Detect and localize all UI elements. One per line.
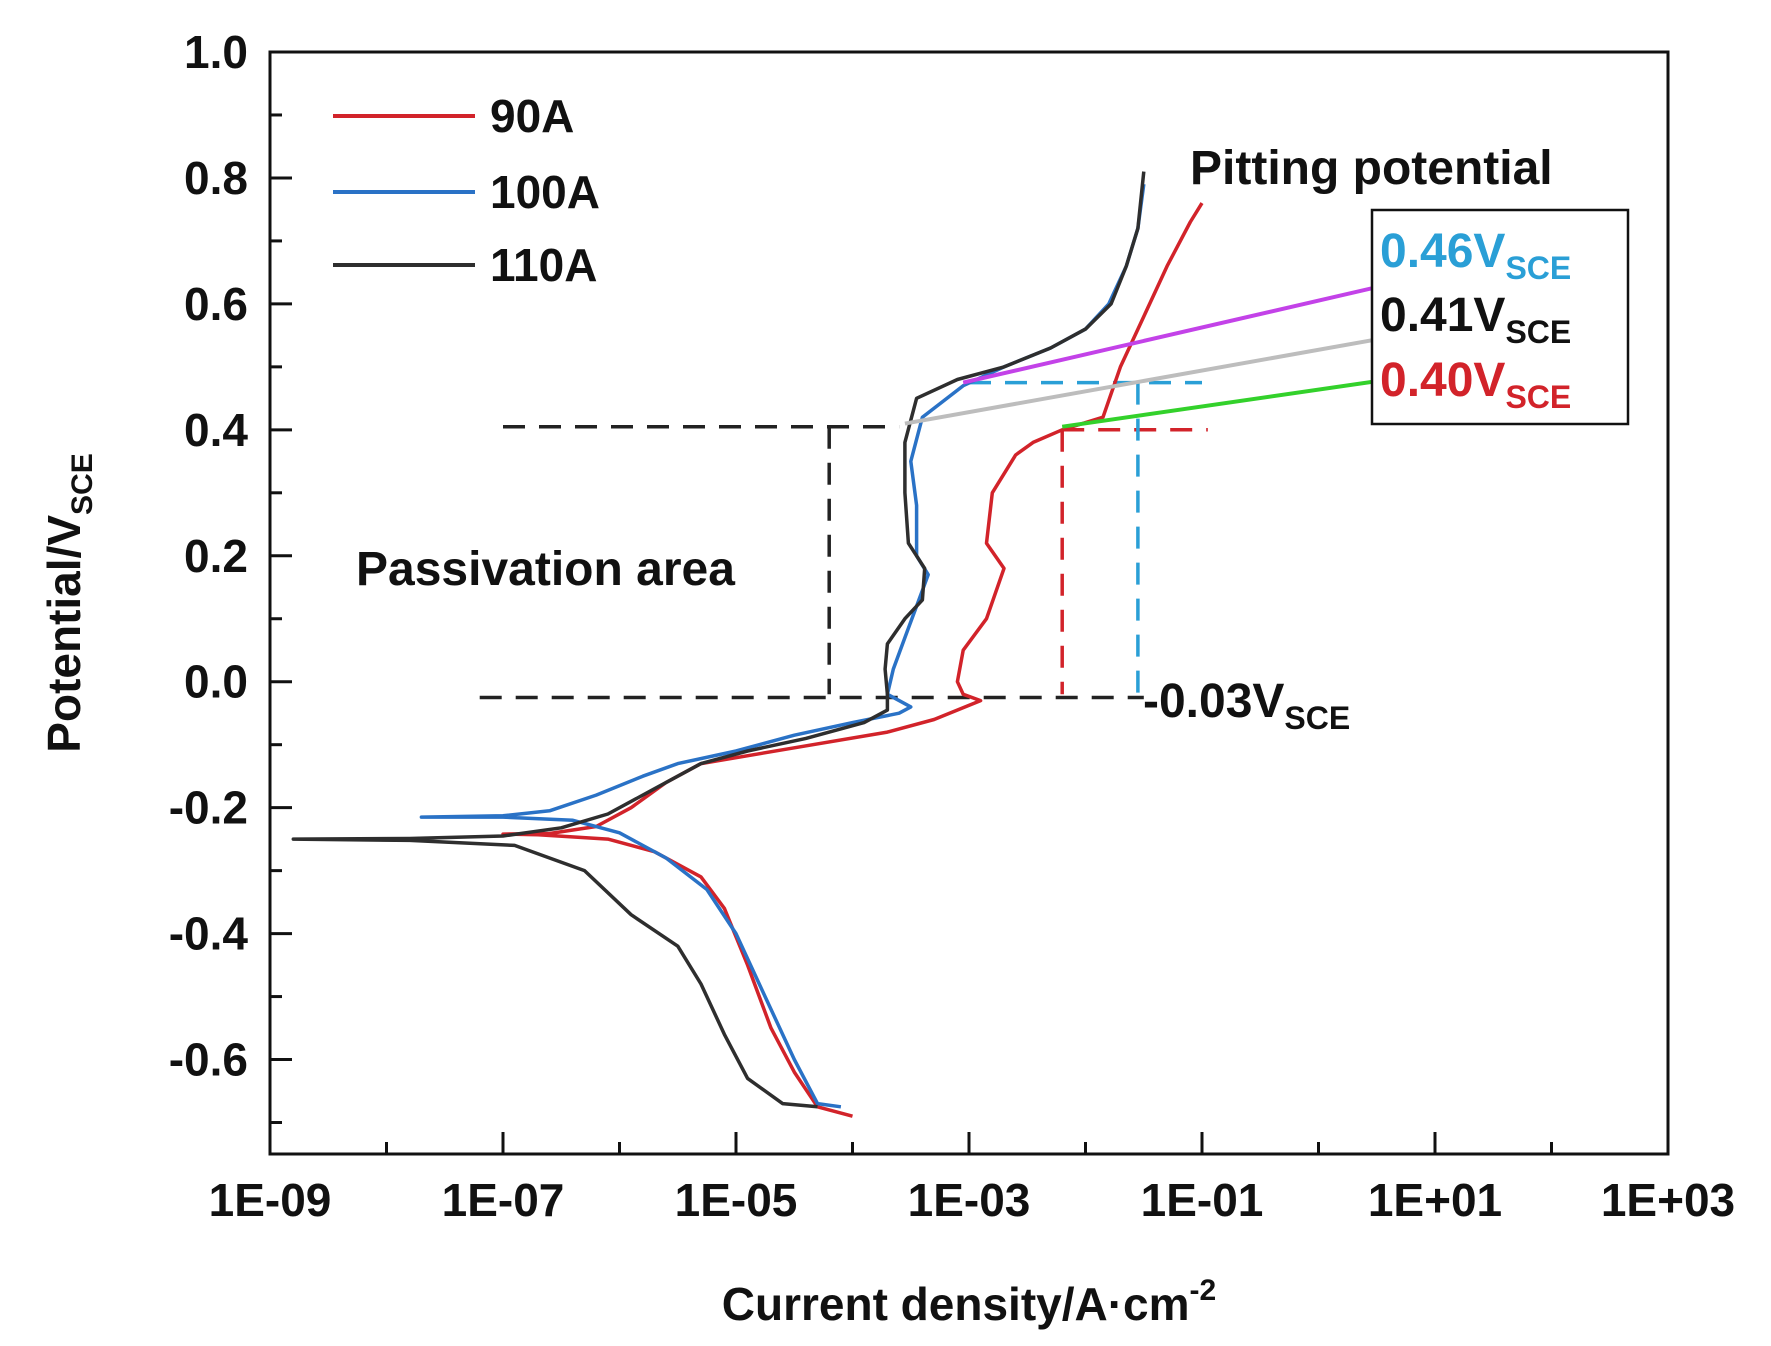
y-tick-label: -0.4 <box>169 908 249 960</box>
pitting-value-100A: 0.46VSCE <box>1380 225 1571 286</box>
pitting-values-box: 0.46VSCE 0.41VSCE 0.40VSCE <box>1370 208 1630 426</box>
plot-frame <box>268 50 1670 1156</box>
y-tick-label: 0.6 <box>184 278 248 330</box>
y-axis-title-sub: SCE <box>66 453 99 515</box>
series-line-110A <box>291 171 1146 1109</box>
passivation-breakdown-main: -0.03V <box>1143 675 1284 728</box>
y-tick-label: -0.2 <box>169 782 248 834</box>
legend-label-90A: 90A <box>490 90 574 142</box>
passivation-breakdown-sub: SCE <box>1284 700 1350 736</box>
legend: 90A 100A 110A <box>333 90 600 291</box>
pitting-value-100A-sub: SCE <box>1505 250 1571 286</box>
pitting-values-frame <box>1370 208 1630 426</box>
x-tick-label: 1E-09 <box>209 1174 332 1226</box>
pitting-value-110A: 0.41VSCE <box>1380 289 1571 350</box>
legend-label-110A: 110A <box>490 239 597 291</box>
pitting-value-90A-sub: SCE <box>1505 379 1571 415</box>
pitting-value-100A-main: 0.46V <box>1380 225 1505 278</box>
x-tick-label: 1E+03 <box>1601 1174 1735 1226</box>
pitting-value-90A: 0.40VSCE <box>1380 354 1571 415</box>
x-axis-title: Current density/A·cm-2 <box>722 1274 1216 1330</box>
y-tick-label: -0.6 <box>169 1034 248 1086</box>
y-axis-title: Potential/VSCE <box>38 453 99 752</box>
x-tick-label: 1E-05 <box>675 1174 798 1226</box>
x-tick-label: 1E-03 <box>908 1174 1031 1226</box>
y-tick-label: 0.0 <box>184 656 248 708</box>
x-axis-title-main: Current density/A·cm <box>722 1278 1190 1330</box>
pitting-value-110A-sub: SCE <box>1505 314 1571 350</box>
series-line-90A <box>501 202 1204 1118</box>
y-tick-label: 0.8 <box>184 152 248 204</box>
x-tick-label: 1E-01 <box>1141 1174 1264 1226</box>
y-tick-label: 1.0 <box>184 26 248 78</box>
x-tick-label: 1E-07 <box>442 1174 565 1226</box>
passivation-area-label: Passivation area <box>356 543 735 596</box>
y-tick-label: 0.4 <box>184 404 248 456</box>
series-line-100A <box>419 183 1146 1109</box>
y-tick-label: 0.2 <box>184 530 248 582</box>
pitting-value-110A-main: 0.41V <box>1380 289 1505 342</box>
passivation-breakdown-value: -0.03VSCE <box>1143 675 1350 736</box>
pitting-potential-title: Pitting potential <box>1190 142 1553 195</box>
x-tick-label: 1E+01 <box>1368 1174 1502 1226</box>
legend-label-100A: 100A <box>490 166 600 218</box>
y-axis-title-main: Potential/V <box>38 515 90 753</box>
x-axis-title-sup: -2 <box>1190 1274 1217 1307</box>
pitting-value-90A-main: 0.40V <box>1380 354 1505 407</box>
